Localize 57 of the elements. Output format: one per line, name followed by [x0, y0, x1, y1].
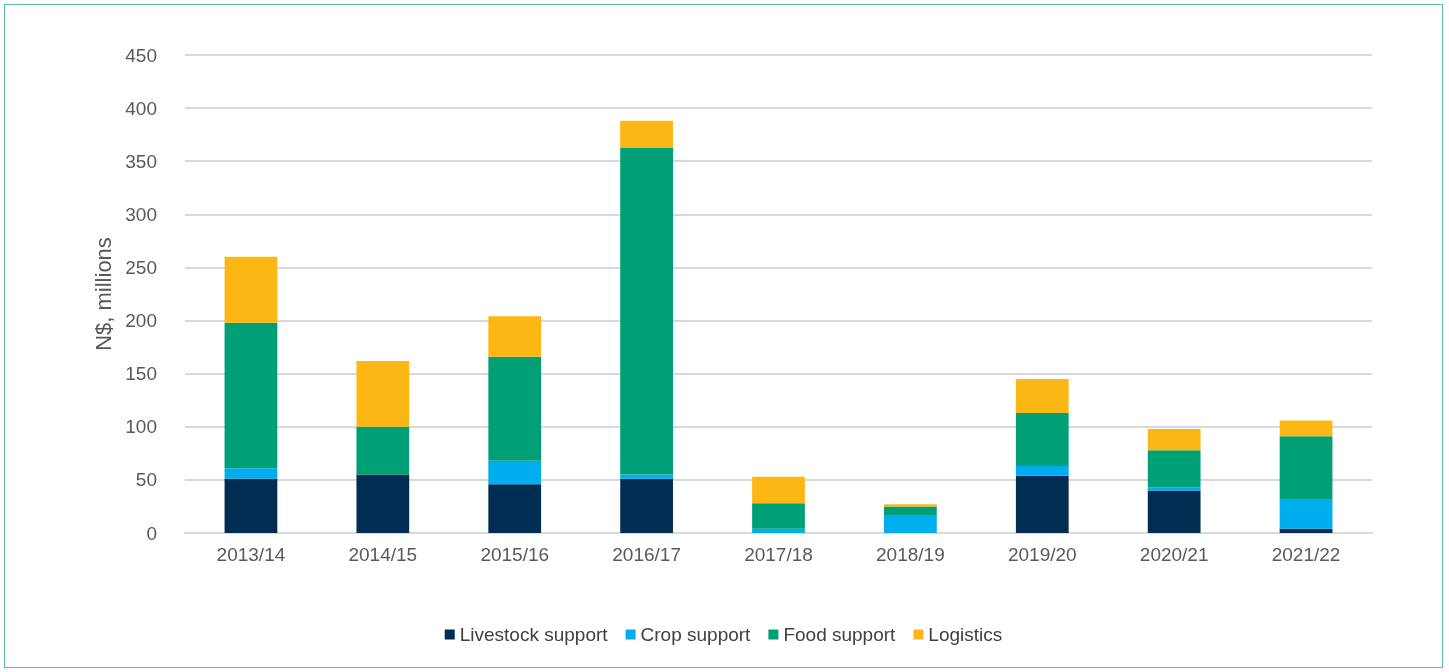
- bar: [488, 460, 542, 485]
- bar: [1147, 490, 1201, 533]
- x-tick-label: 2017/18: [744, 544, 813, 565]
- y-tick-label: 150: [125, 363, 157, 385]
- legend-label: Crop support: [640, 624, 752, 645]
- bar: [884, 514, 937, 533]
- bar: [1147, 450, 1201, 488]
- y-tick-label: 400: [125, 97, 157, 119]
- bar: [620, 120, 673, 148]
- bar: [752, 503, 805, 529]
- bar: [224, 256, 278, 323]
- legend-label: Livestock support: [459, 624, 609, 645]
- y-axis-title: N$, millions: [90, 237, 116, 351]
- bar: [1147, 487, 1201, 491]
- bar: [356, 426, 410, 475]
- bar: [620, 147, 673, 475]
- bar: [752, 528, 805, 533]
- bar: [224, 478, 278, 533]
- bar: [884, 506, 937, 515]
- bar: [356, 360, 410, 427]
- bar: [1015, 475, 1069, 533]
- legend-label: Food support: [783, 624, 897, 645]
- bar: [224, 322, 278, 469]
- bar: [1015, 412, 1069, 467]
- x-tick-label: 2013/14: [216, 544, 286, 565]
- x-tick-label: 2018/19: [876, 544, 945, 565]
- bar: [356, 474, 410, 533]
- y-tick-label: 50: [135, 469, 157, 491]
- bar: [620, 478, 673, 533]
- y-tick-label: 200: [125, 310, 157, 332]
- bar: [620, 474, 673, 479]
- bar: [488, 316, 542, 357]
- bar: [1279, 436, 1333, 500]
- bar: [1279, 499, 1333, 529]
- x-tick-label: 2019/20: [1007, 544, 1077, 565]
- y-tick-label: 250: [125, 256, 157, 278]
- bar: [752, 476, 805, 504]
- bar: [1015, 378, 1069, 413]
- legend-label: Logistics: [928, 624, 1003, 645]
- bar: [1279, 420, 1333, 437]
- bar: [884, 504, 937, 507]
- bar: [1147, 428, 1201, 451]
- y-tick-label: 100: [125, 416, 157, 438]
- x-tick-label: 2016/17: [612, 544, 681, 565]
- bar: [488, 484, 542, 533]
- x-tick-label: 2015/16: [480, 544, 550, 565]
- bar: [224, 468, 278, 479]
- bar: [488, 356, 542, 461]
- bar: [1279, 528, 1333, 533]
- x-tick-label: 2014/15: [348, 544, 418, 565]
- x-tick-label: 2021/22: [1271, 544, 1341, 565]
- y-tick-label: 350: [125, 150, 157, 172]
- y-tick-label: 0: [146, 522, 157, 544]
- y-tick-label: 450: [125, 44, 157, 66]
- bar: [1015, 466, 1069, 476]
- x-tick-label: 2020/21: [1139, 544, 1209, 565]
- y-tick-label: 300: [125, 203, 157, 225]
